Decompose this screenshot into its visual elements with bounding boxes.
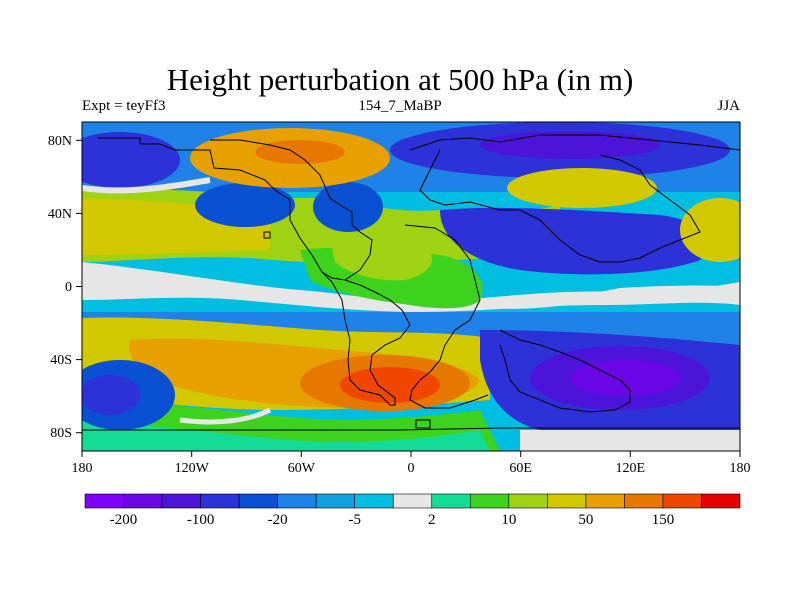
lat-tick-0: 0: [65, 280, 72, 295]
colorbar: -200 -100 -20 -5 2 10 50 150: [84, 493, 741, 528]
lon-tick-60w: 60W: [288, 461, 316, 476]
lat-tick-80n: 80N: [48, 134, 72, 149]
lon-tick-180w: 180: [72, 461, 93, 476]
colorbar-swatch: [123, 493, 163, 509]
lon-tick-180e: 180: [730, 461, 751, 476]
colorbar-label: -5: [348, 512, 361, 528]
colorbar-swatch: [84, 493, 124, 509]
colorbar-swatch: [277, 493, 317, 509]
colorbar-swatch: [161, 493, 201, 509]
colorbar-swatch: [469, 493, 510, 509]
colorbar-swatch: [508, 493, 548, 509]
coastlines: [82, 134, 740, 431]
contour-field: [82, 122, 740, 451]
lon-tick-0: 0: [408, 461, 415, 476]
colorbar-swatch: [200, 493, 240, 509]
colorbar-label: -100: [187, 512, 215, 528]
colorbar-swatch: [624, 493, 664, 509]
colorbar-label: 10: [501, 512, 516, 528]
colorbar-label: 2: [428, 512, 436, 528]
lat-tick-40n: 40N: [48, 207, 72, 222]
colorbar-swatch: [392, 493, 433, 509]
colorbar-swatch: [585, 493, 625, 509]
colorbar-swatch: [431, 493, 471, 509]
lat-tick-40s: 40S: [50, 353, 72, 368]
lon-tick-60e: 60E: [509, 461, 532, 476]
colorbar-label: 150: [652, 512, 675, 528]
experiment-label: Expt = teyFf3: [82, 98, 166, 114]
colorbar-swatch: [315, 493, 356, 509]
colorbar-label: 50: [578, 512, 593, 528]
colorbar-swatch: [701, 493, 741, 509]
season-label: JJA: [717, 98, 740, 114]
colorbar-swatch: [354, 493, 394, 509]
colorbar-label: -20: [268, 512, 288, 528]
axis-ticks: [76, 139, 741, 457]
period-label: 154_7_MaBP: [358, 98, 442, 114]
lon-tick-120e: 120E: [616, 461, 646, 476]
colorbar-swatch: [238, 493, 278, 509]
plot-title: Height perturbation at 500 hPa (in m): [166, 62, 634, 97]
lat-tick-80s: 80S: [50, 426, 72, 441]
colorbar-swatch: [662, 493, 702, 509]
colorbar-swatch: [547, 493, 587, 509]
colorbar-label: -200: [110, 512, 138, 528]
lon-tick-120w: 120W: [175, 461, 210, 476]
